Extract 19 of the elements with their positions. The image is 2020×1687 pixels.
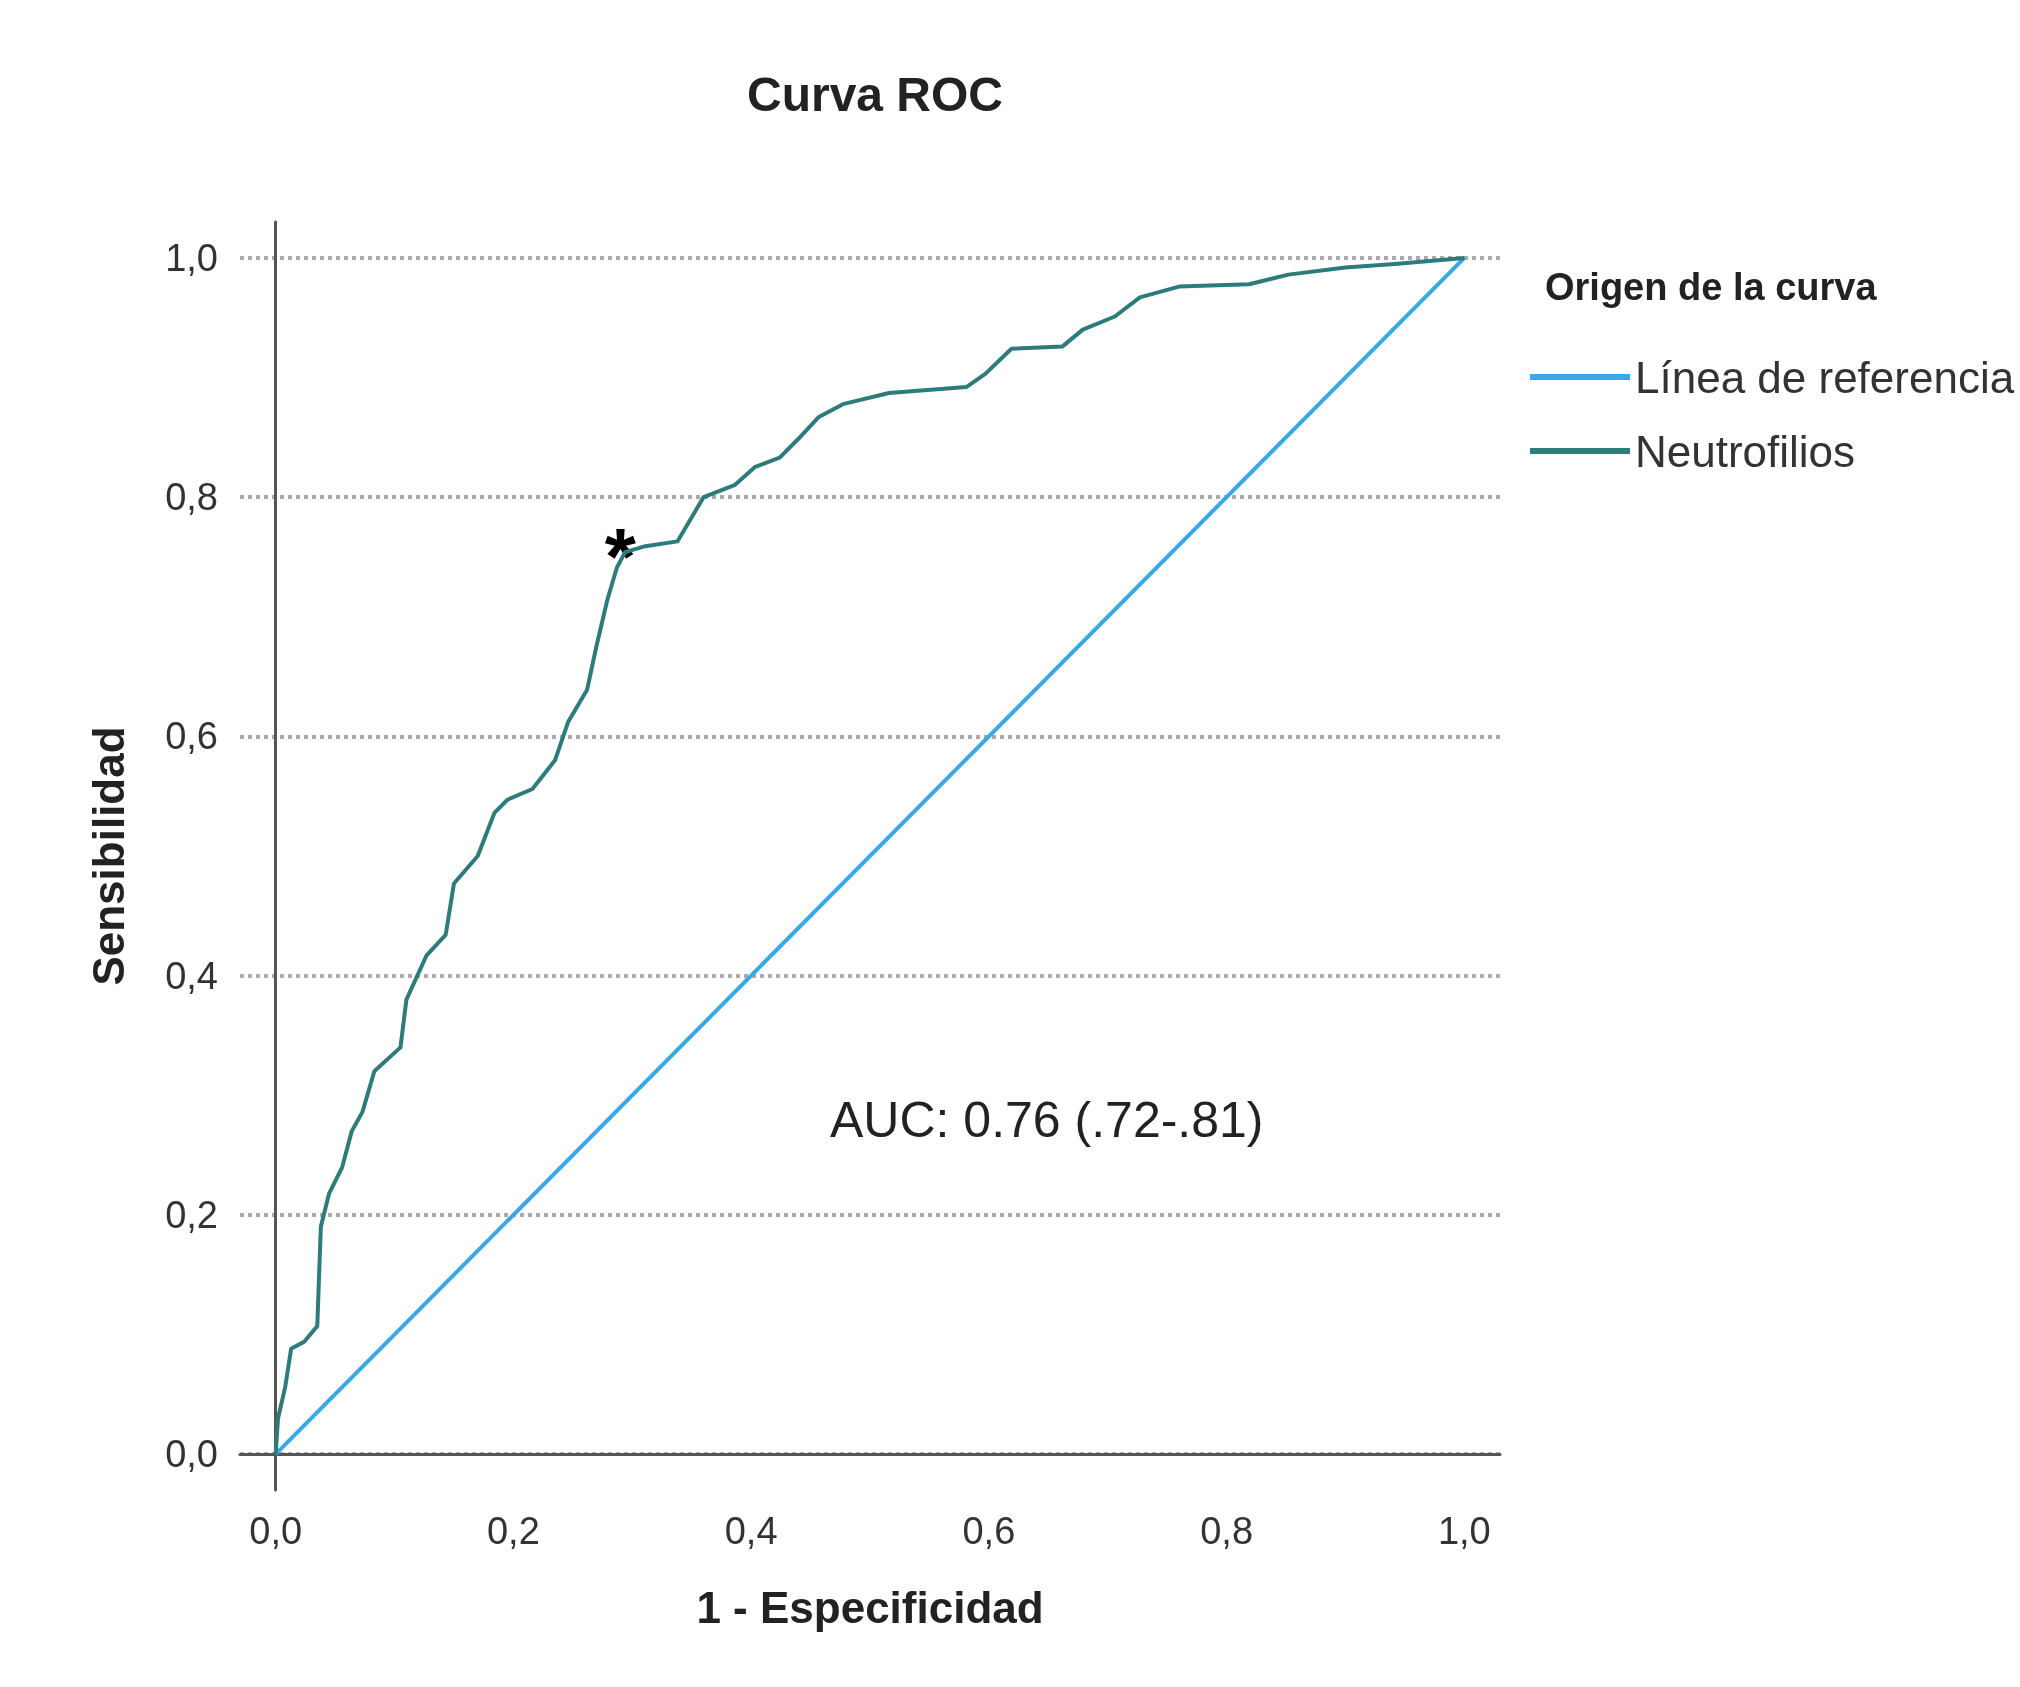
x-axis-title: 1 - Especificidad	[696, 1582, 1044, 1632]
x-tick-label: 0,0	[249, 1510, 303, 1552]
x-tick-label: 0,4	[724, 1510, 778, 1552]
y-tick-label: 0,2	[165, 1193, 218, 1236]
legend-label: Línea de referencia	[1635, 352, 2015, 402]
x-tick-label: 1,0	[1437, 1510, 1491, 1552]
x-tick-label: 0,8	[1200, 1510, 1254, 1552]
annotation: AUC: 0.76 (.72-.81)	[830, 1092, 1264, 1148]
y-tick-label: 1,0	[165, 236, 218, 279]
y-tick-label: 0,4	[165, 954, 218, 997]
legend-title: Origen de la curva	[1545, 266, 1878, 308]
y-tick-label: 0,8	[165, 476, 218, 519]
x-tick-label: 0,6	[962, 1510, 1016, 1552]
y-axis-title: Sensibilidad	[83, 726, 133, 986]
y-tick-label: 0,6	[165, 715, 218, 758]
chart-title: Curva ROC	[746, 67, 1004, 121]
y-tick-label: 0,0	[165, 1433, 218, 1476]
legend-label: Neutrofilios	[1635, 426, 1856, 476]
x-tick-label: 0,2	[486, 1510, 540, 1552]
